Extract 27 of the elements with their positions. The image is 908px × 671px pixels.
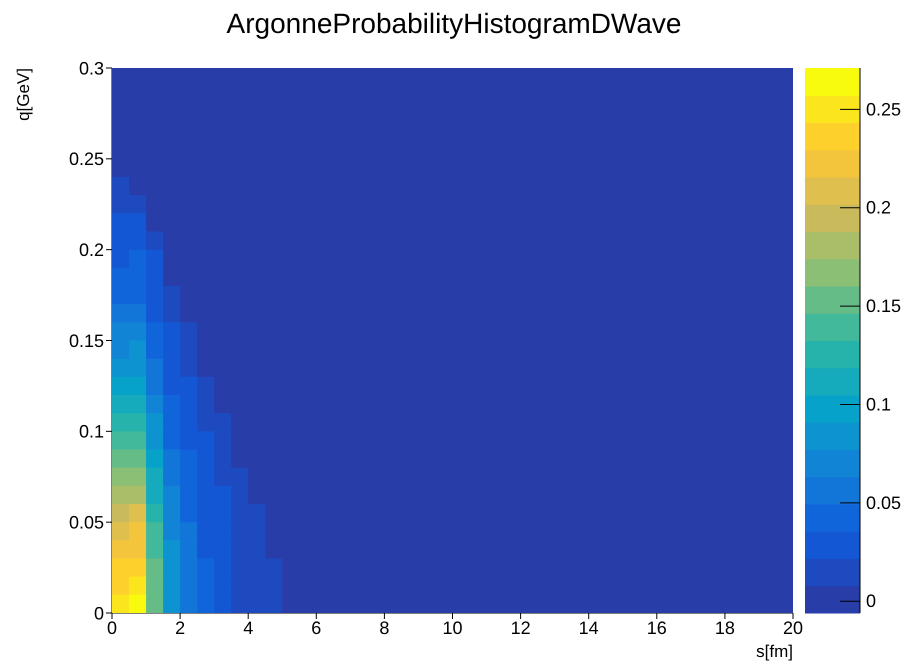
chart-title: ArgonneProbabilityHistogramDWave (226, 8, 682, 40)
x-tick-label: 10 (442, 618, 463, 638)
x-tick-label: 16 (646, 618, 667, 638)
y-tick-label: 0.15 (68, 330, 104, 351)
y-tick-label: 0 (94, 603, 104, 624)
color-bar-label: 0.1 (866, 394, 892, 414)
x-tick-label: 6 (311, 618, 322, 638)
x-tick-label: 20 (782, 618, 804, 638)
x-tick-label: 8 (379, 618, 390, 638)
y-tick-label: 0.1 (78, 422, 104, 442)
y-tick-label: 0.2 (78, 240, 104, 260)
color-bar-label: 0.2 (866, 198, 892, 218)
x-tick-label: 14 (578, 618, 599, 638)
y-tick-label: 0.25 (68, 149, 104, 170)
x-tick-label: 4 (243, 618, 254, 638)
y-tick-label: 0.05 (68, 512, 104, 533)
x-tick-label: 2 (175, 618, 186, 638)
color-bar-label: 0.15 (866, 296, 902, 316)
color-bar-label: 0 (866, 591, 876, 612)
x-tick-label: 18 (714, 618, 735, 638)
x-tick-label: 0 (106, 618, 118, 638)
x-tick-label: 12 (510, 618, 531, 638)
color-bar-label: 0.05 (866, 492, 902, 513)
y-axis-title: q[GeV] (14, 68, 34, 121)
x-axis-title: s[fm] (756, 642, 793, 662)
y-tick-label: 0.3 (78, 58, 104, 78)
color-bar-label: 0.25 (866, 99, 902, 120)
